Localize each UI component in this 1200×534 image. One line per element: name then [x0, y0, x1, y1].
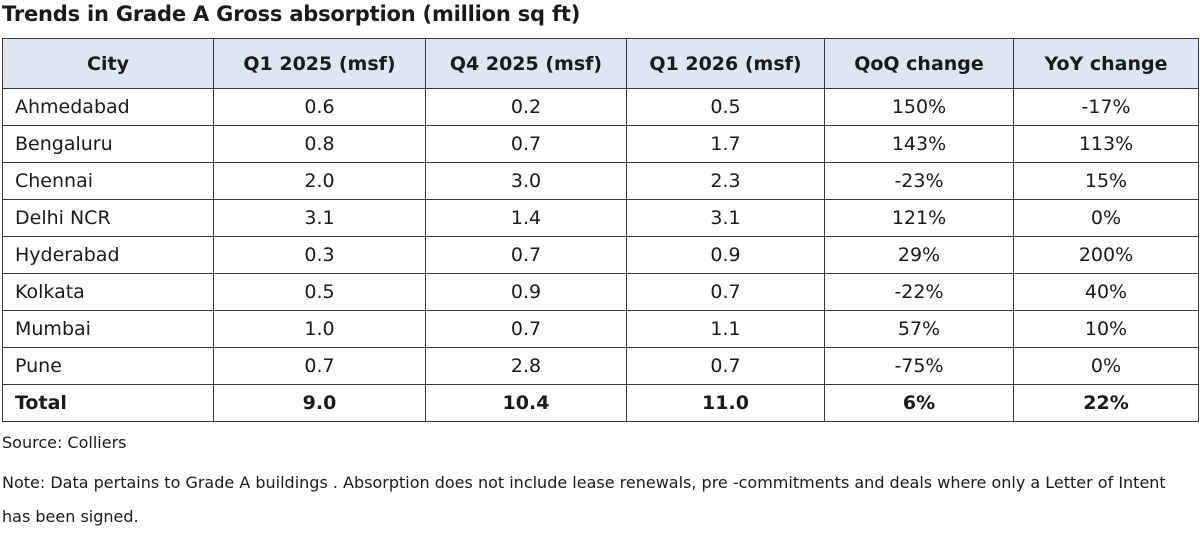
total-cell: 6%	[824, 384, 1014, 422]
value-cell: 143%	[824, 125, 1014, 163]
value-cell: 57%	[824, 310, 1014, 348]
value-cell: 1.1	[626, 310, 825, 348]
value-cell: 121%	[824, 199, 1014, 237]
table-row: Ahmedabad 0.6 0.2 0.5 150% -17%	[2, 88, 1199, 126]
value-cell: 200%	[1013, 236, 1199, 274]
value-cell: 0.9	[626, 236, 825, 274]
value-cell: 0.5	[626, 88, 825, 126]
total-label: Total	[2, 384, 214, 422]
value-cell: 0.2	[425, 88, 627, 126]
table-row: Mumbai 1.0 0.7 1.1 57% 10%	[2, 310, 1199, 348]
absorption-table: City Q1 2025 (msf) Q4 2025 (msf) Q1 2026 (m…	[2, 38, 1199, 422]
table-title: Trends in Grade A Gross absorption (mill…	[2, 2, 581, 26]
city-cell: Kolkata	[2, 273, 214, 311]
value-cell: 0.7	[425, 236, 627, 274]
total-cell: 10.4	[425, 384, 627, 422]
value-cell: -23%	[824, 162, 1014, 200]
value-cell: 0.7	[213, 347, 426, 385]
header-row: City Q1 2025 (msf) Q4 2025 (msf) Q1 2026 (m…	[2, 38, 1199, 89]
table-row: Chennai 2.0 3.0 2.3 -23% 15%	[2, 162, 1199, 200]
value-cell: 2.0	[213, 162, 426, 200]
value-cell: 0.8	[213, 125, 426, 163]
table-row: Hyderabad 0.3 0.7 0.9 29% 200%	[2, 236, 1199, 274]
value-cell: 3.1	[626, 199, 825, 237]
value-cell: 40%	[1013, 273, 1199, 311]
value-cell: 10%	[1013, 310, 1199, 348]
city-cell: Delhi NCR	[2, 199, 214, 237]
city-cell: Bengaluru	[2, 125, 214, 163]
table-row: Kolkata 0.5 0.9 0.7 -22% 40%	[2, 273, 1199, 311]
value-cell: 1.7	[626, 125, 825, 163]
city-cell: Pune	[2, 347, 214, 385]
city-cell: Ahmedabad	[2, 88, 214, 126]
header-cell: Q4 2025 (msf)	[425, 38, 627, 89]
city-cell: Mumbai	[2, 310, 214, 348]
total-cell: 11.0	[626, 384, 825, 422]
table-row: Delhi NCR 3.1 1.4 3.1 121% 0%	[2, 199, 1199, 237]
city-cell: Chennai	[2, 162, 214, 200]
value-cell: 0.7	[626, 347, 825, 385]
value-cell: 3.1	[213, 199, 426, 237]
table-row: Bengaluru 0.8 0.7 1.7 143% 113%	[2, 125, 1199, 163]
value-cell: 3.0	[425, 162, 627, 200]
header-cell: YoY change	[1013, 38, 1199, 89]
value-cell: 113%	[1013, 125, 1199, 163]
value-cell: 1.0	[213, 310, 426, 348]
value-cell: -17%	[1013, 88, 1199, 126]
table-header: City Q1 2025 (msf) Q4 2025 (msf) Q1 2026 (m…	[2, 38, 1199, 89]
value-cell: 0%	[1013, 199, 1199, 237]
value-cell: 0.6	[213, 88, 426, 126]
value-cell: 1.4	[425, 199, 627, 237]
value-cell: 0.7	[425, 125, 627, 163]
value-cell: 0.7	[626, 273, 825, 311]
table-row: Pune 0.7 2.8 0.7 -75% 0%	[2, 347, 1199, 385]
value-cell: 0.3	[213, 236, 426, 274]
total-cell: 9.0	[213, 384, 426, 422]
value-cell: -22%	[824, 273, 1014, 311]
header-cell: QoQ change	[824, 38, 1014, 89]
footnote: Note: Data pertains to Grade A buildings…	[2, 473, 1166, 526]
header-cell: Q1 2025 (msf)	[213, 38, 426, 89]
value-cell: 29%	[824, 236, 1014, 274]
source-note: Source: Colliers	[2, 433, 127, 452]
value-cell: 0.5	[213, 273, 426, 311]
total-row: Total 9.0 10.4 11.0 6% 22%	[2, 384, 1199, 422]
value-cell: -75%	[824, 347, 1014, 385]
value-cell: 15%	[1013, 162, 1199, 200]
header-cell: City	[2, 38, 214, 89]
total-cell: 22%	[1013, 384, 1199, 422]
value-cell: 2.8	[425, 347, 627, 385]
value-cell: 150%	[824, 88, 1014, 126]
city-cell: Hyderabad	[2, 236, 214, 274]
header-cell: Q1 2026 (msf)	[626, 38, 825, 89]
value-cell: 2.3	[626, 162, 825, 200]
value-cell: 0.7	[425, 310, 627, 348]
value-cell: 0.9	[425, 273, 627, 311]
value-cell: 0%	[1013, 347, 1199, 385]
table-body: Ahmedabad 0.6 0.2 0.5 150% -17% Bengaluru 0.8 0.…	[2, 88, 1199, 422]
